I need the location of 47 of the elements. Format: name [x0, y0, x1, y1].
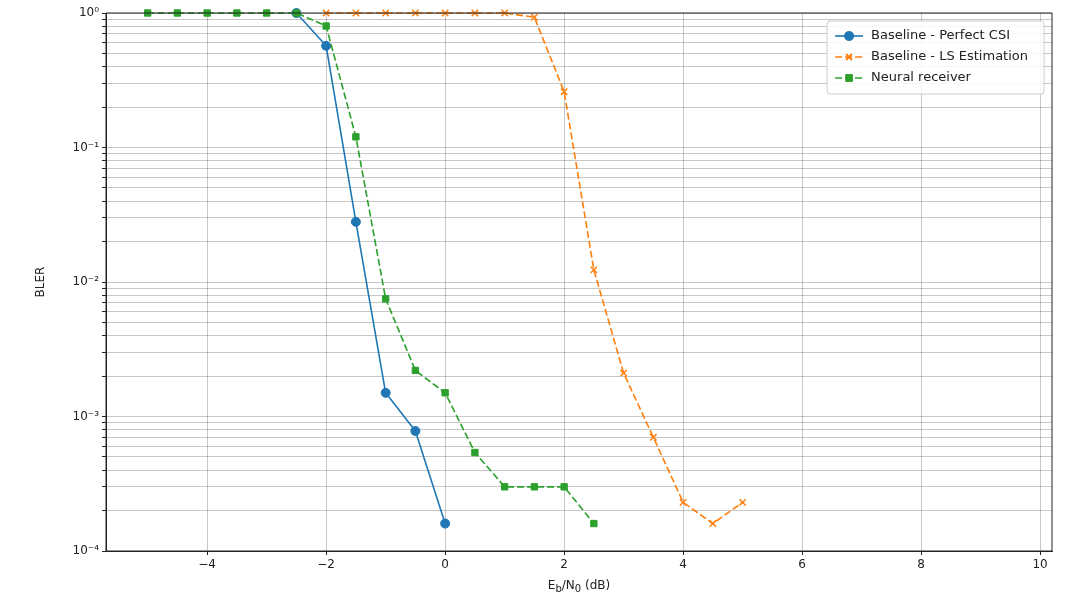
x-tick-label: 0 [441, 557, 449, 572]
point [589, 265, 598, 274]
y-tick-label: 10⁰ [78, 5, 100, 20]
point [441, 9, 450, 17]
point [321, 40, 332, 51]
point [738, 498, 747, 507]
point [530, 483, 539, 491]
point [590, 519, 598, 528]
point [322, 9, 331, 17]
y-tick-label: 10⁻³ [72, 408, 100, 423]
point [350, 216, 361, 227]
point [411, 366, 420, 375]
y-tick-label: 10⁻⁴ [72, 543, 100, 558]
x-tick-label: 6 [798, 557, 806, 572]
y-tick-label: 10⁻¹ [72, 139, 100, 154]
point [560, 483, 568, 491]
y-tick-label: 10⁻² [72, 274, 100, 289]
point [649, 433, 658, 442]
point [500, 483, 509, 491]
point [203, 9, 211, 17]
legend-label: Neural receiver [871, 69, 972, 85]
point [322, 22, 330, 30]
point [381, 9, 390, 17]
point [381, 295, 390, 303]
point [471, 448, 479, 457]
x-tick-label: −4 [198, 557, 216, 572]
x-tick-label: 4 [679, 557, 687, 572]
y-axis-title: BLER [33, 266, 48, 298]
x-tick-label: 8 [917, 557, 925, 572]
point [530, 13, 539, 22]
point [500, 9, 509, 17]
legend-label: Baseline - Perfect CSI [871, 27, 1010, 43]
point [233, 9, 241, 17]
legend-label: Baseline - LS Estimation [871, 48, 1029, 64]
x-tick-label: −2 [317, 557, 335, 572]
point [380, 387, 391, 398]
point [560, 87, 569, 96]
point [708, 519, 717, 528]
x-tick-label: 10 [1032, 557, 1048, 572]
point [352, 133, 360, 141]
x-tick-label: 2 [560, 557, 568, 572]
point [411, 9, 420, 17]
point [351, 9, 360, 17]
x-axis-title: E$_{b}$/N$_{0}$ (dB) [546, 578, 612, 595]
point [410, 426, 421, 437]
point [441, 389, 449, 397]
point [440, 518, 451, 529]
